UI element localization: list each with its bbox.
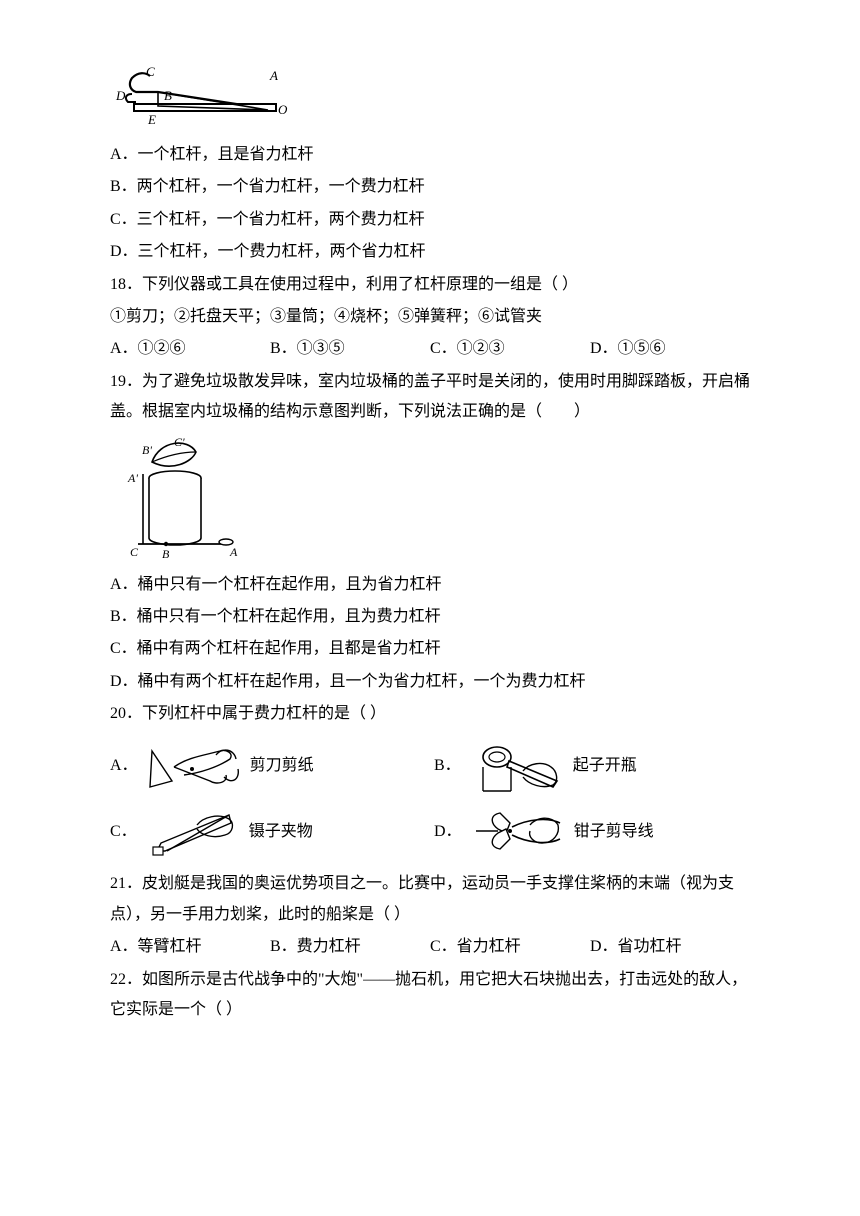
- q18-options: A．①②⑥ B．①③⑤ C．①②③ D．①⑤⑥: [110, 334, 750, 364]
- scissors-icon: [144, 737, 244, 795]
- q-pre-opt-a: A．一个杠杆，且是省力杠杆: [110, 140, 750, 170]
- q19-opt-a: A．桶中只有一个杠杆在起作用，且为省力杠杆: [110, 570, 750, 600]
- q20-stem: 20．下列杠杆中属于费力杠杆的是（ ）: [110, 699, 750, 729]
- q21-options: A．等臂杠杆 B．费力杠杆 C．省力杠杆 D．省功杠杆: [110, 932, 750, 962]
- label-c: C: [146, 66, 155, 79]
- q18-opt-c: C．①②③: [430, 334, 590, 364]
- q18-stem: 18．下列仪器或工具在使用过程中，利用了杠杆原理的一组是（ ）: [110, 270, 750, 300]
- fig-top: C A D B E O: [110, 66, 750, 134]
- q19-opt-c: C．桶中有两个杠杆在起作用，且都是省力杠杆: [110, 634, 750, 664]
- label-a: A: [269, 68, 278, 83]
- q18-opt-d: D．①⑤⑥: [590, 334, 750, 364]
- q18-items: ①剪刀；②托盘天平；③量筒；④烧杯；⑤弹簧秤；⑥试管夹: [110, 302, 750, 332]
- q-pre-opt-b: B．两个杠杆，一个省力杠杆，一个费力杠杆: [110, 172, 750, 202]
- svg-text:A: A: [229, 545, 238, 559]
- q20-a-cap: 剪刀剪纸: [250, 751, 314, 781]
- q19-stem: 19．为了避免垃圾散发异味，室内垃圾桶的盖子平时是关闭的，使用时用脚踩踏板，开启…: [110, 367, 750, 428]
- q21-opt-a: A．等臂杠杆: [110, 932, 270, 962]
- q19-figure: B' C' A' C B A: [110, 434, 750, 564]
- q18-opt-a: A．①②⑥: [110, 334, 270, 364]
- q21-opt-c: C．省力杠杆: [430, 932, 590, 962]
- q-pre-opt-d: D．三个杠杆，一个费力杠杆，两个省力杠杆: [110, 237, 750, 267]
- label-o: O: [278, 102, 288, 117]
- q22-stem: 22．如图所示是古代战争中的"大炮"——抛石机，用它把大石块抛出去，打击远处的敌…: [110, 965, 750, 1026]
- q20-b-label: B．: [434, 751, 461, 781]
- bottle-opener-icon: [467, 737, 567, 795]
- q20-row2: C． 镊子夹物 D． 钳子剪导线: [110, 803, 750, 861]
- q19-opt-b: B．桶中只有一个杠杆在起作用，且为费力杠杆: [110, 602, 750, 632]
- q21-opt-d: D．省功杠杆: [590, 932, 750, 962]
- svg-text:A': A': [127, 471, 138, 485]
- svg-text:C: C: [130, 545, 139, 559]
- label-b: B: [164, 88, 172, 103]
- label-d: D: [115, 88, 126, 103]
- q19-opt-d: D．桶中有两个杠杆在起作用，且一个为省力杠杆，一个为费力杠杆: [110, 667, 750, 697]
- label-e: E: [147, 112, 156, 127]
- tweezers-icon: [143, 803, 243, 861]
- q-pre-opt-c: C．三个杠杆，一个省力杠杆，两个费力杠杆: [110, 205, 750, 235]
- q20-d-cap: 钳子剪导线: [574, 817, 654, 847]
- q20-a-label: A．: [110, 751, 138, 781]
- q20-c-cap: 镊子夹物: [249, 817, 313, 847]
- svg-text:C': C': [174, 435, 185, 449]
- svg-text:B: B: [162, 547, 170, 561]
- pliers-icon: [468, 803, 568, 861]
- q20-row1: A． 剪刀剪纸 B． 起子开瓶: [110, 737, 750, 795]
- q20-c-label: C．: [110, 817, 137, 847]
- q21-opt-b: B．费力杠杆: [270, 932, 430, 962]
- q18-opt-b: B．①③⑤: [270, 334, 430, 364]
- q21-stem: 21．皮划艇是我国的奥运优势项目之一。比赛中，运动员一手支撑住桨柄的末端（视为支…: [110, 869, 750, 930]
- svg-text:B': B': [142, 443, 152, 457]
- q20-d-label: D．: [434, 817, 462, 847]
- q20-b-cap: 起子开瓶: [573, 751, 637, 781]
